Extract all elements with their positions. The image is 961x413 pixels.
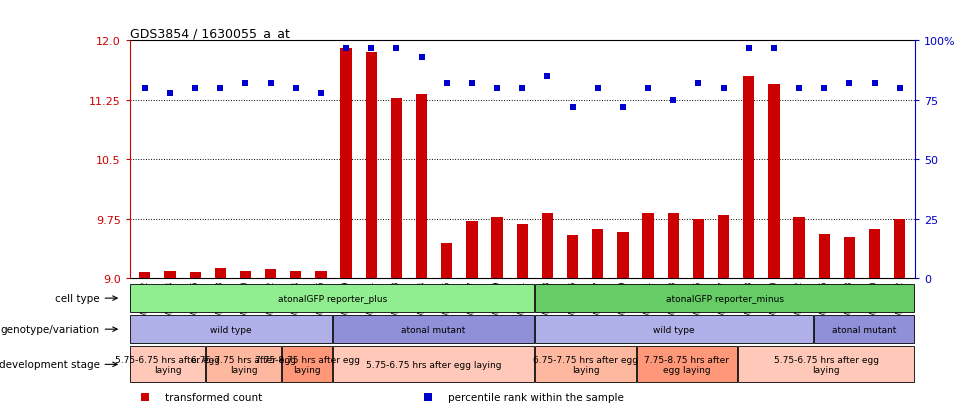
Text: atonalGFP reporter_plus: atonalGFP reporter_plus	[278, 294, 387, 303]
Bar	[139, 273, 151, 279]
Bar	[542, 214, 554, 279]
Bar	[567, 235, 579, 279]
Bar	[814, 315, 914, 344]
Text: 6.75-7.75 hrs after egg
laying: 6.75-7.75 hrs after egg laying	[533, 355, 638, 374]
Bar	[131, 284, 534, 313]
Bar	[131, 315, 332, 344]
Bar	[844, 237, 855, 279]
Text: 5.75-6.75 hrs after egg laying: 5.75-6.75 hrs after egg laying	[366, 360, 502, 369]
Bar	[693, 219, 704, 279]
Bar	[340, 49, 352, 279]
Bar	[189, 273, 201, 279]
Bar	[131, 347, 206, 382]
Text: atonal mutant: atonal mutant	[832, 325, 897, 334]
Text: 7.75-8.75 hrs after egg
laying: 7.75-8.75 hrs after egg laying	[255, 355, 359, 374]
Text: development stage: development stage	[0, 359, 100, 370]
Text: genotype/variation: genotype/variation	[1, 324, 100, 335]
Text: wild type: wild type	[210, 325, 252, 334]
Text: 5.75-6.75 hrs after egg
laying: 5.75-6.75 hrs after egg laying	[774, 355, 878, 374]
Bar	[668, 214, 679, 279]
Text: atonal mutant: atonal mutant	[402, 325, 466, 334]
Bar	[637, 347, 737, 382]
Bar	[283, 347, 332, 382]
Bar	[643, 214, 653, 279]
Bar	[240, 271, 251, 279]
Bar	[333, 315, 534, 344]
Bar	[617, 233, 628, 279]
Bar	[290, 272, 302, 279]
Bar	[869, 230, 880, 279]
Text: atonalGFP reporter_minus: atonalGFP reporter_minus	[666, 294, 784, 303]
Bar	[768, 85, 779, 279]
Text: percentile rank within the sample: percentile rank within the sample	[448, 392, 624, 402]
Text: transformed count: transformed count	[165, 392, 262, 402]
Bar	[365, 53, 377, 279]
Bar	[466, 222, 478, 279]
Text: GDS3854 / 1630055_a_at: GDS3854 / 1630055_a_at	[130, 27, 289, 40]
Text: 5.75-6.75 hrs after egg
laying: 5.75-6.75 hrs after egg laying	[115, 355, 220, 374]
Bar	[333, 347, 534, 382]
Bar	[441, 243, 453, 279]
Bar	[738, 347, 914, 382]
Bar	[718, 216, 729, 279]
Bar	[535, 284, 914, 313]
Bar	[592, 230, 604, 279]
Text: wild type: wild type	[653, 325, 695, 334]
Bar	[743, 77, 754, 279]
Bar	[315, 271, 327, 279]
Bar	[894, 219, 905, 279]
Bar	[819, 235, 830, 279]
Text: 6.75-7.75 hrs after egg
laying: 6.75-7.75 hrs after egg laying	[191, 355, 296, 374]
Bar	[207, 347, 282, 382]
Text: 7.75-8.75 hrs after
egg laying: 7.75-8.75 hrs after egg laying	[645, 355, 729, 374]
Bar	[491, 217, 503, 279]
Bar	[214, 268, 226, 279]
Bar	[265, 269, 277, 279]
Bar	[416, 95, 428, 279]
Text: cell type: cell type	[56, 293, 100, 304]
Bar	[535, 315, 813, 344]
Bar	[391, 98, 402, 279]
Bar	[517, 225, 528, 279]
Bar	[794, 217, 804, 279]
Bar	[535, 347, 636, 382]
Bar	[164, 271, 176, 279]
